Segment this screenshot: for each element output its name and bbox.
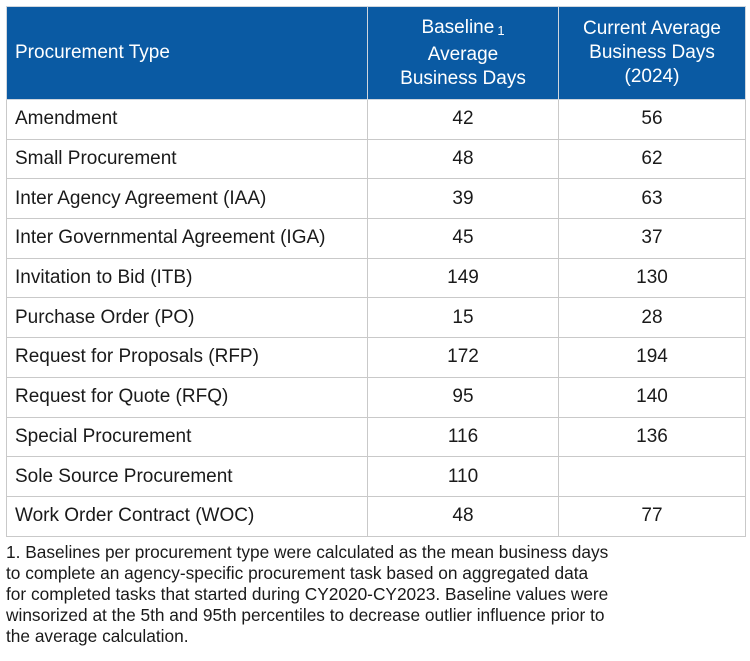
cell-baseline: 48	[367, 138, 559, 180]
cell-baseline: 39	[367, 178, 559, 220]
cell-baseline: 42	[367, 99, 559, 140]
table-row: Special Procurement 116 136	[6, 416, 746, 458]
footnote-line: winsorized at the 5th and 95th percentil…	[6, 605, 605, 625]
cell-type: Inter Governmental Agreement (IGA)	[6, 218, 368, 259]
cell-current: 130	[558, 257, 746, 299]
cell-current: 63	[558, 178, 746, 220]
table-row: Work Order Contract (WOC) 48 77	[6, 495, 746, 537]
header-current-line2: Business Days	[589, 42, 715, 63]
table-row: Amendment 42 56	[6, 99, 746, 140]
cell-type: Invitation to Bid (ITB)	[6, 257, 368, 299]
cell-type: Work Order Contract (WOC)	[6, 495, 368, 537]
cell-type: Small Procurement	[6, 138, 368, 180]
footnote-line: 1. Baselines per procurement type were c…	[6, 542, 609, 562]
header-procurement-type: Procurement Type	[6, 6, 368, 100]
footnote-line: for completed tasks that started during …	[6, 584, 609, 604]
cell-baseline: 149	[367, 257, 559, 299]
cell-current: 194	[558, 337, 746, 378]
cell-baseline: 95	[367, 376, 559, 418]
table-row: Small Procurement 48 62	[6, 138, 746, 180]
header-baseline: Baseline 1 Average Business Days	[367, 6, 559, 100]
cell-current: 77	[558, 495, 746, 537]
footnote: 1. Baselines per procurement type were c…	[6, 542, 741, 647]
cell-type: Amendment	[6, 99, 368, 140]
cell-baseline: 116	[367, 416, 559, 458]
footnote-line: to complete an agency-specific procureme…	[6, 563, 589, 583]
header-current-line1: Current Average	[582, 18, 721, 39]
table-header-row: Procurement Type Baseline 1 Average Busin…	[6, 6, 746, 100]
cell-type: Purchase Order (PO)	[6, 297, 368, 339]
cell-current: 140	[558, 376, 746, 418]
cell-current	[558, 456, 746, 497]
cell-current: 56	[558, 99, 746, 140]
cell-type: Request for Quote (RFQ)	[6, 376, 368, 418]
procurement-table: Procurement Type Baseline 1 Average Busin…	[6, 6, 746, 537]
table-row: Request for Quote (RFQ) 95 140	[6, 376, 746, 418]
header-baseline-line1: Baseline	[421, 16, 495, 38]
table-row: Inter Agency Agreement (IAA) 39 63	[6, 178, 746, 220]
cell-baseline: 110	[367, 456, 559, 497]
cell-baseline: 172	[367, 337, 559, 378]
header-baseline-line2: Average	[427, 43, 499, 65]
footnote-line: the average calculation.	[6, 626, 189, 646]
header-current-line3: (2024)	[624, 66, 680, 87]
cell-type: Special Procurement	[6, 416, 368, 458]
cell-baseline: 45	[367, 218, 559, 259]
cell-baseline: 48	[367, 495, 559, 537]
cell-type: Inter Agency Agreement (IAA)	[6, 178, 368, 220]
table-row: Sole Source Procurement 110	[6, 456, 746, 497]
table-row: Request for Proposals (RFP) 172 194	[6, 337, 746, 378]
header-baseline-line3: Business Days	[400, 67, 526, 89]
table-row: Purchase Order (PO) 15 28	[6, 297, 746, 339]
cell-baseline: 15	[367, 297, 559, 339]
footnote-marker: 1	[497, 22, 505, 38]
table-row: Invitation to Bid (ITB) 149 130	[6, 257, 746, 299]
cell-type: Request for Proposals (RFP)	[6, 337, 368, 378]
header-current: Current Average Business Days (2024)	[558, 6, 746, 100]
cell-type: Sole Source Procurement	[6, 456, 368, 497]
table-row: Inter Governmental Agreement (IGA) 45 37	[6, 218, 746, 259]
cell-current: 136	[558, 416, 746, 458]
cell-current: 28	[558, 297, 746, 339]
cell-current: 62	[558, 138, 746, 180]
cell-current: 37	[558, 218, 746, 259]
